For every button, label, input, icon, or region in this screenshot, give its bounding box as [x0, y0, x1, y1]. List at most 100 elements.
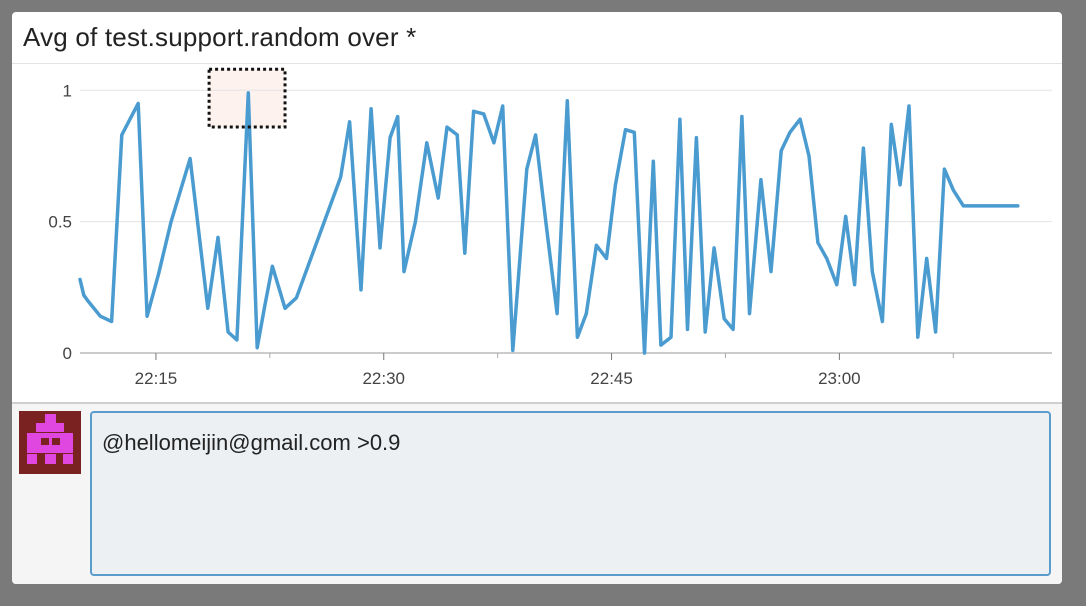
data-point: [695, 136, 697, 138]
data-point: [284, 307, 286, 309]
data-point: [348, 121, 350, 123]
data-point: [836, 283, 838, 285]
x-tick-label: 22:15: [135, 369, 178, 388]
data-point: [217, 236, 219, 238]
data-point: [121, 134, 123, 136]
data-point: [748, 312, 750, 314]
widget-header: Avg of test.support.random over *: [12, 12, 1062, 64]
selection-box: [207, 67, 287, 129]
data-point: [817, 241, 819, 243]
data-point: [723, 318, 725, 320]
y-tick-label: 0.5: [48, 213, 72, 232]
y-tick-label: 0: [63, 344, 72, 363]
data-point: [770, 270, 772, 272]
data-point: [585, 312, 587, 314]
data-point: [899, 184, 901, 186]
data-point: [556, 312, 558, 314]
data-point: [110, 320, 112, 322]
data-point: [917, 336, 919, 338]
data-point: [576, 336, 578, 338]
data-point: [881, 320, 883, 322]
data-point: [464, 252, 466, 254]
avatar: [19, 411, 81, 474]
data-point: [999, 205, 1001, 207]
series-line: [78, 91, 1020, 355]
data-point: [643, 352, 645, 354]
data-point: [614, 184, 616, 186]
data-point: [908, 105, 910, 107]
data-point: [808, 155, 810, 157]
data-point: [360, 289, 362, 291]
data-point: [605, 257, 607, 259]
data-point: [295, 297, 297, 299]
data-point: [207, 307, 209, 309]
data-point: [595, 244, 597, 246]
data-point: [862, 147, 864, 149]
data-point: [146, 315, 148, 317]
data-point: [934, 331, 936, 333]
data-point: [534, 134, 536, 136]
data-point: [83, 294, 85, 296]
data-point: [962, 205, 964, 207]
data-point: [732, 328, 734, 330]
data-point: [483, 113, 485, 115]
data-point: [760, 178, 762, 180]
data-point: [871, 270, 873, 272]
data-point: [971, 205, 973, 207]
data-point: [472, 110, 474, 112]
data-point: [926, 257, 928, 259]
data-point: [633, 131, 635, 133]
data-point: [660, 344, 662, 346]
data-point: [1017, 205, 1019, 207]
data-point: [526, 168, 528, 170]
timeseries-widget: Avg of test.support.random over * 0 0.5 1 2…: [12, 12, 1062, 584]
data-point: [99, 315, 101, 317]
data-point: [137, 102, 139, 104]
data-point: [845, 215, 847, 217]
x-tick-label: 23:00: [818, 369, 861, 388]
data-point: [713, 247, 715, 249]
data-point: [271, 265, 273, 267]
data-point: [952, 189, 954, 191]
data-point: [264, 305, 266, 307]
data-point: [502, 105, 504, 107]
comment-text[interactable]: @hellomeijin@gmail.com >0.9: [102, 430, 401, 455]
y-tick-label: 1: [63, 81, 72, 100]
data-point: [446, 126, 448, 128]
data-point: [853, 283, 855, 285]
data-point: [414, 220, 416, 222]
data-point: [370, 107, 372, 109]
chart-area[interactable]: 0 0.5 1 22:15 22:30 22:45 23:00: [12, 64, 1062, 404]
data-point: [396, 115, 398, 117]
x-tick-label: 22:45: [590, 369, 633, 388]
data-point: [236, 339, 238, 341]
data-point: [157, 273, 159, 275]
line-chart[interactable]: 0 0.5 1 22:15 22:30 22:45 23:00: [12, 64, 1062, 404]
data-point: [890, 123, 892, 125]
data-point: [227, 331, 229, 333]
data-point: [512, 349, 514, 351]
data-point: [943, 168, 945, 170]
data-point: [679, 118, 681, 120]
widget-title: Avg of test.support.random over *: [23, 22, 417, 52]
comment-area: @hellomeijin@gmail.com >0.9: [12, 402, 1062, 584]
data-point: [403, 270, 405, 272]
data-point: [566, 100, 568, 102]
data-point: [624, 128, 626, 130]
data-point: [79, 278, 81, 280]
x-tick-label: 22:30: [362, 369, 405, 388]
data-point: [652, 160, 654, 162]
data-point: [741, 115, 743, 117]
data-point: [980, 205, 982, 207]
data-point: [437, 197, 439, 199]
data-point: [256, 347, 258, 349]
data-point: [86, 299, 88, 301]
data-point: [170, 220, 172, 222]
data-point: [340, 176, 342, 178]
data-point: [686, 328, 688, 330]
comment-input[interactable]: @hellomeijin@gmail.com >0.9: [90, 411, 1051, 576]
data-point: [247, 92, 249, 94]
data-point: [670, 336, 672, 338]
data-point: [545, 220, 547, 222]
data-point: [799, 118, 801, 120]
